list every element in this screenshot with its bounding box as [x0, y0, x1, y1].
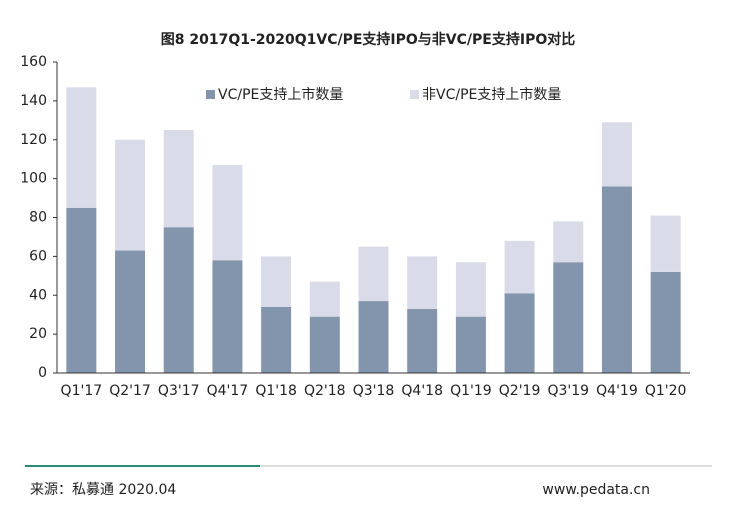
bar: [115, 139, 146, 251]
y-tick-label: 60: [29, 248, 47, 264]
bar: [407, 308, 438, 373]
chart-title: 图8 2017Q1-2020Q1VC/PE支持IPO与非VC/PE支持IPO对比: [161, 31, 575, 48]
y-tick-label: 20: [29, 326, 47, 342]
y-tick-label: 0: [38, 365, 47, 381]
x-tick-label: Q3'17: [158, 383, 200, 399]
bar: [358, 246, 389, 302]
website: www.pedata.cn: [542, 482, 650, 498]
bar: [504, 293, 535, 373]
legend-swatch: [206, 90, 215, 99]
bar: [407, 256, 438, 309]
bar: [650, 215, 681, 272]
bar: [601, 122, 632, 187]
x-tick-label: Q1'17: [61, 383, 103, 399]
bar: [261, 306, 292, 373]
source: 来源：私募通 2020.04: [30, 482, 176, 498]
x-tick-label: Q2'17: [109, 383, 151, 399]
y-tick-label: 40: [29, 287, 47, 303]
bar: [504, 240, 535, 294]
bar: [455, 262, 486, 317]
x-tick-label: Q1'18: [255, 383, 297, 399]
y-tick-label: 120: [20, 132, 47, 148]
x-tick-label: Q4'19: [596, 383, 638, 399]
x-tick-label: Q3'19: [547, 383, 589, 399]
bar: [66, 207, 97, 373]
x-tick-label: Q4'18: [401, 383, 443, 399]
legend-label: VC/PE支持上市数量: [218, 86, 343, 103]
y-tick-label: 100: [20, 171, 47, 187]
y-tick-label: 140: [20, 93, 47, 109]
bar: [163, 227, 194, 373]
legend-swatch: [410, 90, 419, 99]
x-tick-label: Q2'19: [499, 383, 541, 399]
bar: [553, 262, 584, 373]
bar: [650, 271, 681, 373]
x-tick-label: Q2'18: [304, 383, 346, 399]
bar: [212, 165, 243, 261]
bar: [261, 256, 292, 307]
bar: [66, 87, 97, 208]
bar: [358, 301, 389, 373]
x-tick-label: Q4'17: [207, 383, 249, 399]
bar: [601, 186, 632, 373]
bar: [115, 250, 146, 373]
x-tick-label: Q1'20: [645, 383, 687, 399]
bar: [455, 316, 486, 373]
x-tick-label: Q1'19: [450, 383, 492, 399]
bar: [309, 281, 340, 317]
legend-label: 非VC/PE支持上市数量: [422, 86, 561, 103]
bar: [553, 221, 584, 263]
bar: [212, 260, 243, 373]
bar: [309, 316, 340, 373]
y-tick-label: 80: [29, 210, 47, 226]
x-tick-label: Q3'18: [353, 383, 395, 399]
y-tick-label: 160: [20, 54, 47, 70]
bar: [163, 130, 194, 228]
